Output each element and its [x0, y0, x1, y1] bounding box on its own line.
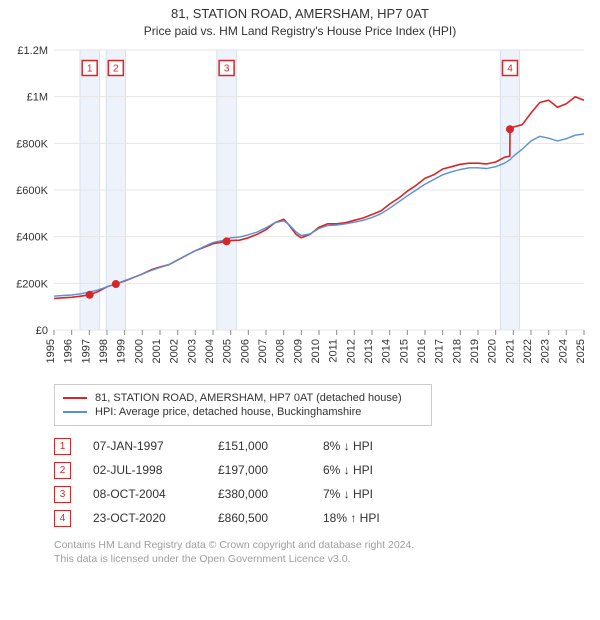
svg-text:1997: 1997 — [80, 339, 92, 363]
legend-item: HPI: Average price, detached house, Buck… — [63, 406, 423, 418]
svg-text:2001: 2001 — [151, 339, 163, 363]
svg-text:2000: 2000 — [133, 339, 145, 363]
svg-text:3: 3 — [224, 64, 230, 75]
svg-text:2024: 2024 — [557, 339, 569, 363]
footnote-line: Contains HM Land Registry data © Crown c… — [54, 538, 590, 552]
sale-badge: 3 — [54, 486, 71, 503]
svg-text:£600K: £600K — [16, 185, 48, 197]
sale-vs-hpi: 7% ↓ HPI — [323, 487, 433, 501]
table-row: 4 23-OCT-2020 £860,500 18% ↑ HPI — [54, 506, 590, 530]
svg-text:2005: 2005 — [222, 339, 234, 363]
sale-price: £197,000 — [218, 463, 323, 477]
svg-text:2020: 2020 — [487, 339, 499, 363]
page-root: 81, STATION ROAD, AMERSHAM, HP7 0AT Pric… — [0, 0, 600, 620]
svg-text:2018: 2018 — [451, 339, 463, 363]
sale-badge: 1 — [54, 438, 71, 455]
sale-date: 02-JUL-1998 — [93, 463, 218, 477]
svg-text:2022: 2022 — [522, 339, 534, 363]
table-row: 3 08-OCT-2004 £380,000 7% ↓ HPI — [54, 482, 590, 506]
sale-badge: 2 — [54, 462, 71, 479]
svg-text:2011: 2011 — [328, 339, 340, 363]
svg-text:£1M: £1M — [27, 92, 48, 104]
svg-text:2004: 2004 — [204, 339, 216, 363]
svg-text:2009: 2009 — [292, 339, 304, 363]
svg-text:2006: 2006 — [239, 339, 251, 363]
chart-container: £0 £200K £400K £600K £800K £1M £1.2M 1995 1996 19… — [10, 44, 590, 374]
svg-text:2008: 2008 — [275, 339, 287, 363]
svg-text:1995: 1995 — [45, 339, 57, 363]
sale-price: £151,000 — [218, 439, 323, 453]
svg-text:2016: 2016 — [416, 339, 428, 363]
svg-text:2013: 2013 — [363, 339, 375, 363]
svg-text:2017: 2017 — [434, 339, 446, 363]
svg-text:1: 1 — [87, 64, 93, 75]
footnote: Contains HM Land Registry data © Crown c… — [54, 538, 590, 566]
sale-vs-hpi: 6% ↓ HPI — [323, 463, 433, 477]
svg-text:2007: 2007 — [257, 339, 269, 363]
sale-date: 23-OCT-2020 — [93, 511, 218, 525]
price-vs-hpi-chart: £0 £200K £400K £600K £800K £1M £1.2M 1995 1996 19… — [10, 44, 590, 374]
sale-vs-hpi: 8% ↓ HPI — [323, 439, 433, 453]
svg-text:2014: 2014 — [381, 339, 393, 363]
transactions-table: 1 07-JAN-1997 £151,000 8% ↓ HPI 2 02-JUL… — [54, 434, 590, 530]
title-subtitle: Price paid vs. HM Land Registry's House … — [10, 24, 590, 38]
legend-swatch — [63, 397, 87, 399]
chart-titles: 81, STATION ROAD, AMERSHAM, HP7 0AT Pric… — [10, 6, 590, 38]
svg-text:2003: 2003 — [186, 339, 198, 363]
svg-text:1996: 1996 — [63, 339, 75, 363]
table-row: 1 07-JAN-1997 £151,000 8% ↓ HPI — [54, 434, 590, 458]
svg-text:2023: 2023 — [540, 339, 552, 363]
sale-badge: 4 — [54, 510, 71, 527]
svg-text:£400K: £400K — [16, 232, 48, 244]
legend-label: 81, STATION ROAD, AMERSHAM, HP7 0AT (det… — [95, 392, 402, 404]
svg-text:2002: 2002 — [169, 339, 181, 363]
sale-price: £380,000 — [218, 487, 323, 501]
svg-text:2015: 2015 — [398, 339, 410, 363]
svg-text:2021: 2021 — [504, 339, 516, 363]
svg-text:£0: £0 — [36, 325, 48, 337]
svg-text:2025: 2025 — [575, 339, 587, 363]
legend-item: 81, STATION ROAD, AMERSHAM, HP7 0AT (det… — [63, 392, 423, 404]
sale-date: 08-OCT-2004 — [93, 487, 218, 501]
svg-text:£200K: £200K — [16, 278, 48, 290]
sale-vs-hpi: 18% ↑ HPI — [323, 511, 433, 525]
title-address: 81, STATION ROAD, AMERSHAM, HP7 0AT — [10, 6, 590, 21]
svg-text:£1.2M: £1.2M — [17, 45, 48, 57]
svg-text:2: 2 — [113, 64, 119, 75]
legend-label: HPI: Average price, detached house, Buck… — [95, 406, 361, 418]
sale-price: £860,500 — [218, 511, 323, 525]
svg-text:4: 4 — [507, 64, 513, 75]
footnote-line: This data is licensed under the Open Gov… — [54, 552, 590, 566]
svg-text:1998: 1998 — [98, 339, 110, 363]
svg-text:£800K: £800K — [16, 138, 48, 150]
svg-text:1999: 1999 — [116, 339, 128, 363]
table-row: 2 02-JUL-1998 £197,000 6% ↓ HPI — [54, 458, 590, 482]
svg-text:2010: 2010 — [310, 339, 322, 363]
svg-text:2019: 2019 — [469, 339, 481, 363]
svg-text:2012: 2012 — [345, 339, 357, 363]
legend-swatch — [63, 411, 87, 413]
legend: 81, STATION ROAD, AMERSHAM, HP7 0AT (det… — [54, 384, 432, 426]
sale-date: 07-JAN-1997 — [93, 439, 218, 453]
